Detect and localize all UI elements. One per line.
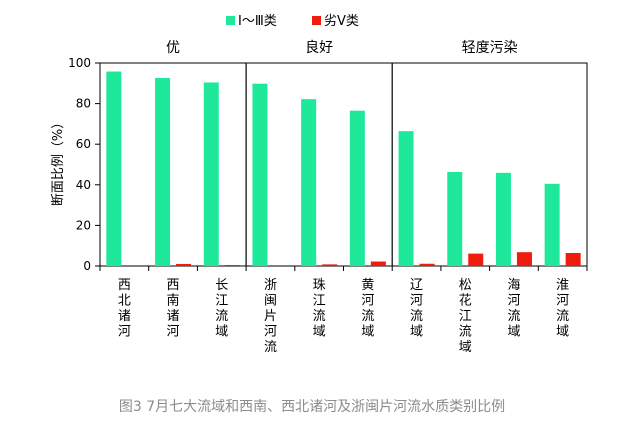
legend-swatch — [226, 16, 235, 25]
bar-class-1-3 — [301, 99, 317, 266]
x-tick-label: 黄河流域 — [361, 278, 374, 340]
plot-frame — [99, 62, 588, 267]
bar-class-1-3 — [398, 131, 414, 266]
bar-class-1-3 — [252, 83, 268, 267]
y-tick-label: 20 — [76, 218, 91, 232]
bar-class-1-3 — [349, 110, 365, 266]
y-tick-label: 80 — [76, 97, 91, 111]
bar-class-1-3 — [495, 172, 511, 266]
group-label: 轻度污染 — [462, 40, 518, 56]
y-tick-label: 0 — [83, 259, 91, 273]
x-tick-label: 松花江流域 — [459, 278, 472, 355]
axes: 0 20 40 60 80 100 — [68, 56, 588, 273]
y-tick-label: 100 — [68, 56, 91, 70]
bar-inferior-class-5 — [322, 264, 338, 266]
bar-inferior-class-5 — [565, 253, 581, 266]
group-label: 良好 — [305, 40, 333, 56]
legend-swatch — [312, 16, 321, 25]
bar-class-1-3 — [203, 82, 219, 266]
x-tick-label: 珠江流域 — [313, 278, 326, 340]
bar-inferior-class-5 — [419, 263, 435, 266]
x-tick-label: 西南诸河 — [167, 278, 180, 340]
bars — [106, 71, 581, 267]
bar-inferior-class-5 — [468, 253, 484, 266]
bar-class-1-3 — [544, 183, 560, 266]
legend-label: Ⅰ～Ⅲ类 — [238, 14, 277, 29]
x-tick-label: 辽河流域 — [410, 278, 423, 340]
plot-area — [99, 62, 588, 267]
x-tick-label: 海河流域 — [507, 278, 520, 340]
group-labels: 优 良好 轻度污染 — [166, 40, 518, 56]
x-tick-labels: 西北诸河 西南诸河 长江流域 浙闽片河流 珠江流域 黄河流域 辽河流域 松花江流域 海河流域 淮河… — [118, 278, 569, 355]
bar-inferior-class-5 — [516, 252, 532, 266]
bar-class-1-3 — [106, 71, 122, 266]
y-axis-label: 断面比例（%） — [51, 116, 66, 206]
figure-caption: 图3 7月七大流域和西南、西北诸河及浙闽片河流水质类别比例 — [118, 399, 506, 415]
bar-inferior-class-5 — [224, 264, 240, 266]
bar-class-1-3 — [155, 78, 171, 266]
legend-label: 劣Ⅴ类 — [324, 14, 359, 29]
group-label: 优 — [166, 40, 180, 56]
bar-class-1-3 — [447, 172, 463, 266]
bar-chart: Ⅰ～Ⅲ类 劣Ⅴ类 优 良好 轻度污染 0 20 40 60 80 100 西北诸河 西南诸河 长江流… — [51, 14, 588, 355]
bar-inferior-class-5 — [176, 263, 192, 266]
x-tick-label: 长江流域 — [215, 278, 228, 340]
x-tick-label: 西北诸河 — [118, 278, 131, 340]
y-tick-label: 40 — [76, 178, 91, 192]
chart-legend: Ⅰ～Ⅲ类 劣Ⅴ类 — [226, 14, 359, 29]
bar-inferior-class-5 — [370, 261, 386, 266]
x-tick-label: 淮河流域 — [556, 278, 569, 340]
x-tick-label: 浙闽片河流 — [264, 278, 277, 355]
y-tick-label: 60 — [76, 137, 91, 151]
